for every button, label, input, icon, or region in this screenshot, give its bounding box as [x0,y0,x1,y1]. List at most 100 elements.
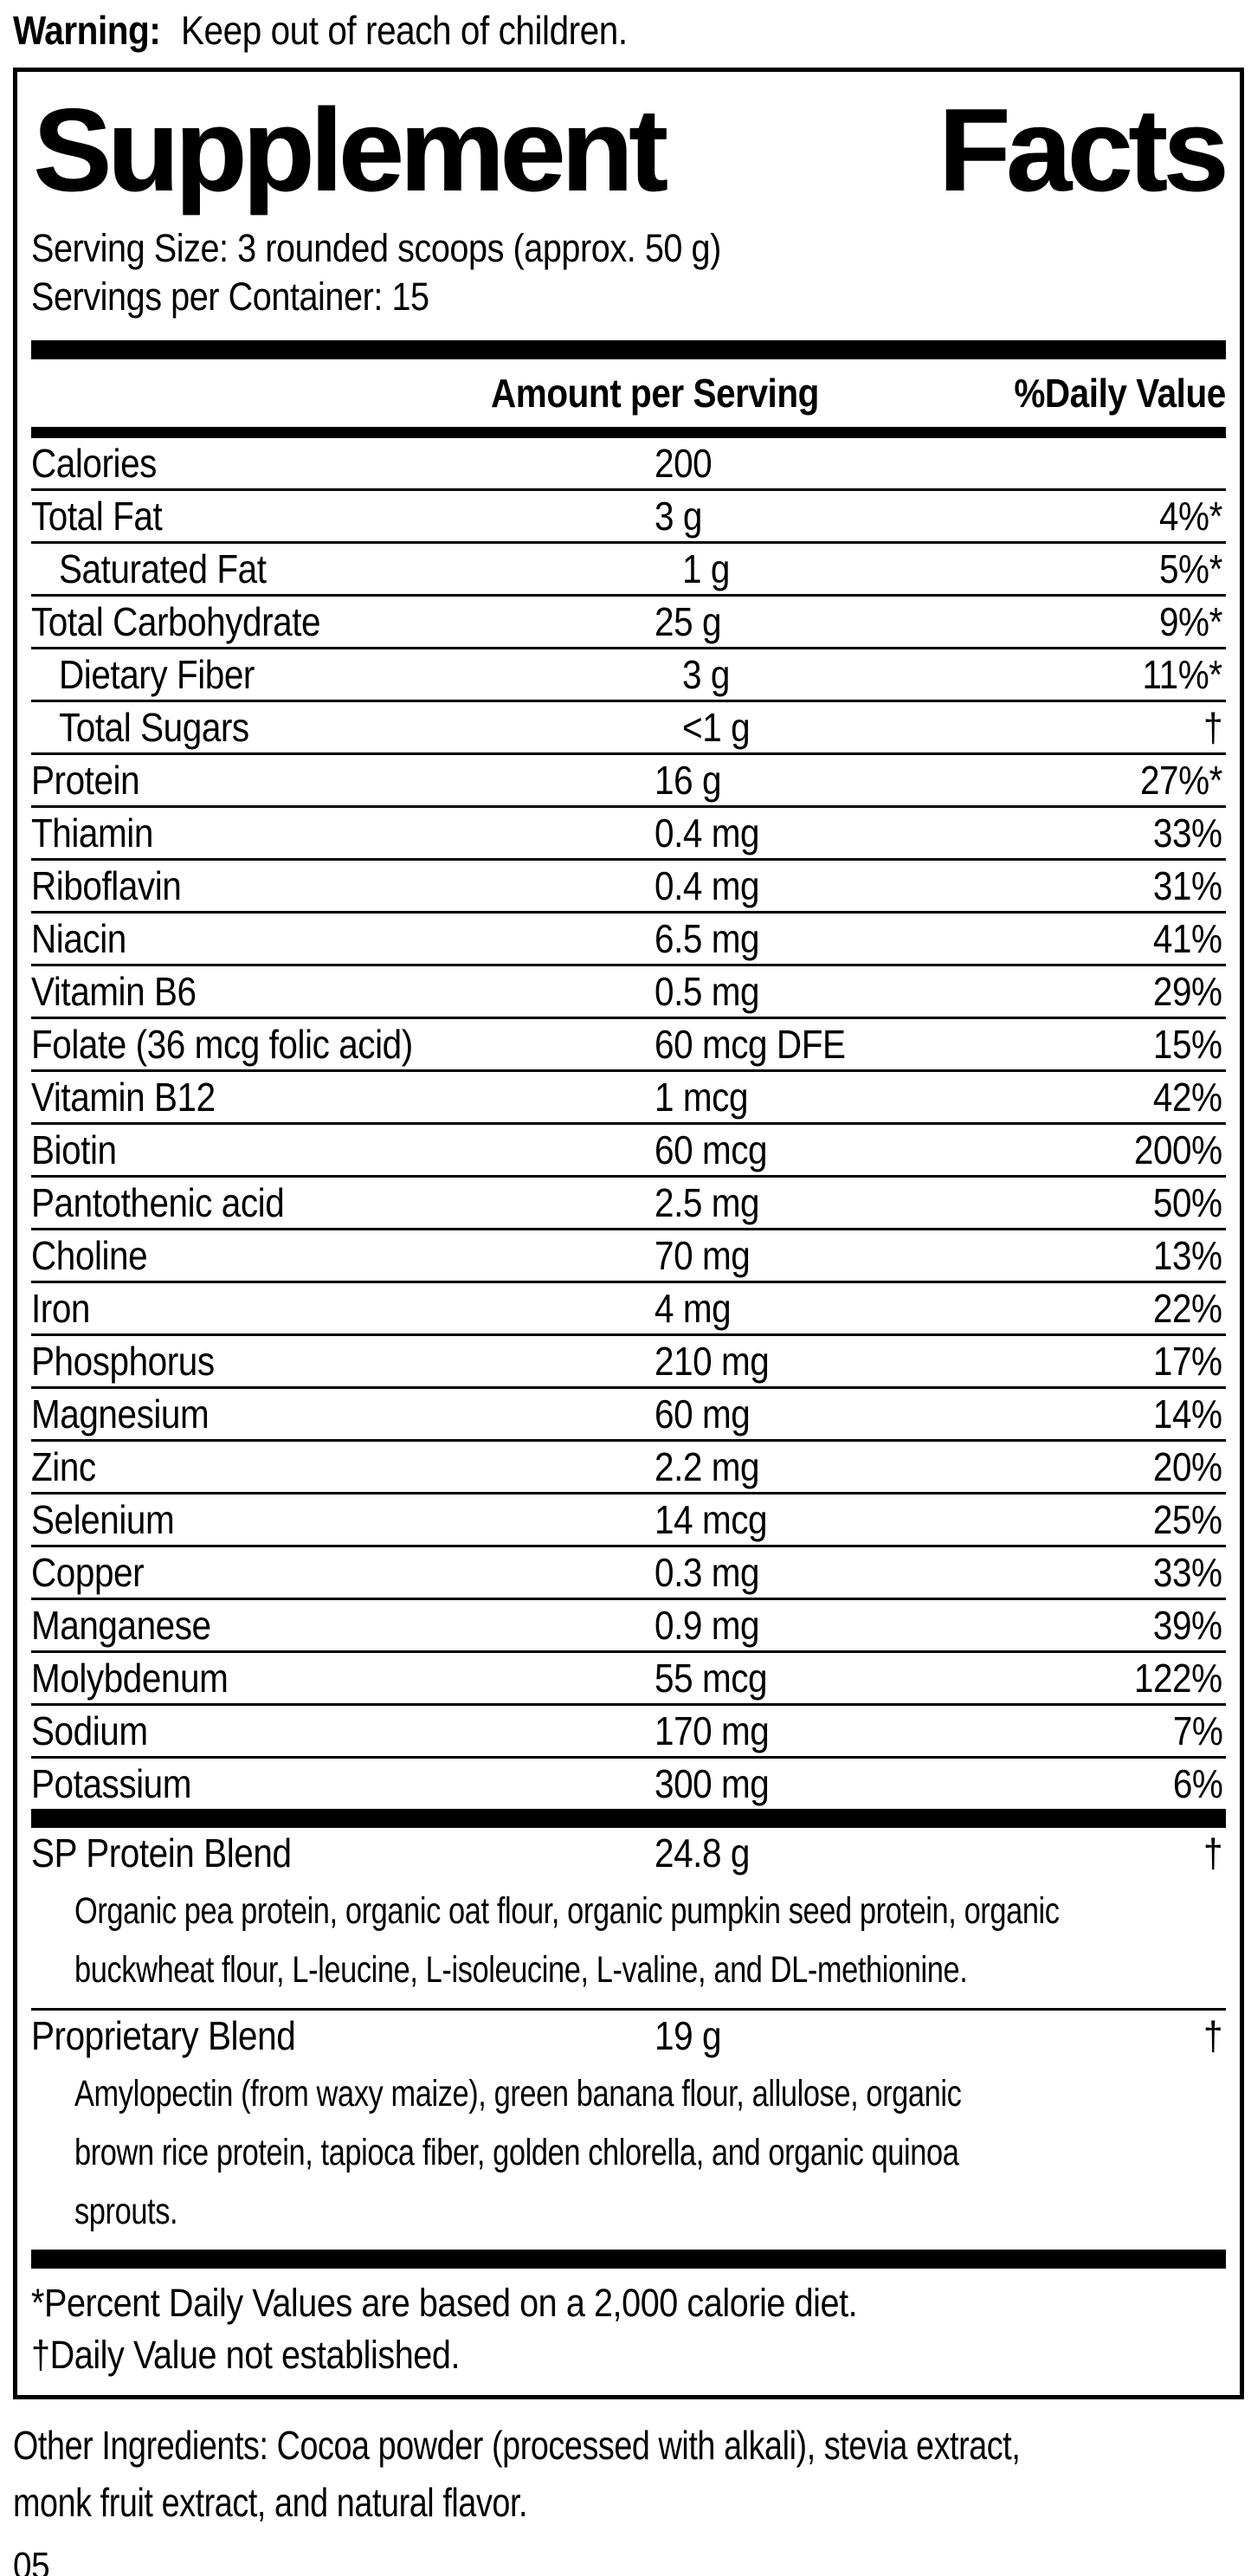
nutrient-amount: 14 mcg [655,1497,768,1542]
nutrient-amount: 0.4 mg [655,810,760,855]
nutrient-amount: 2.5 mg [655,1180,760,1225]
nutrient-dv: 41% [1153,916,1222,961]
nutrient-name: Calories [31,441,157,486]
table-row: Manganese 0.9 mg 39% [31,1598,1226,1650]
nutrient-dv: 4%* [1159,494,1222,539]
nutrient-name: Dietary Fiber [59,652,255,697]
nutrient-dv: 25% [1153,1497,1222,1542]
nutrient-dv: 5%* [1159,546,1222,591]
nutrient-dv: † [1203,705,1223,750]
table-row: Total Sugars <1 g † [31,700,1226,752]
table-row: Copper 0.3 mg 33% [31,1545,1226,1598]
nutrient-dv: 29% [1153,969,1222,1014]
table-row: Vitamin B12 1 mcg 42% [31,1069,1226,1122]
table-row: Thiamin 0.4 mg 33% [31,805,1226,858]
blend-row: SP Protein Blend 24.8 g † [31,1828,1226,1878]
nutrient-dv: 122% [1134,1656,1222,1701]
warning-line: Warning: Keep out of reach of children. [13,5,1244,55]
footnote-dagger: †Daily Value not established. [31,2333,461,2377]
nutrient-amount: 6.5 mg [655,916,760,961]
nutrient-name: Pantothenic acid [31,1180,285,1225]
table-row: Phosphorus 210 mg 17% [31,1333,1226,1386]
nutrient-dv: 33% [1153,810,1222,855]
nutrient-amount: 0.4 mg [655,863,760,908]
nutrient-name: Manganese [31,1603,211,1648]
nutrient-amount: 70 mg [655,1233,751,1278]
table-row: Protein 16 g 27%* [31,752,1226,805]
table-row: Sodium 170 mg 7% [31,1703,1226,1756]
nutrient-dv: 15% [1153,1022,1222,1067]
section-divider-bar [31,2250,1226,2269]
nutrient-name: Niacin [31,916,126,961]
nutrient-name: Molybdenum [31,1656,229,1701]
panel-title-word-2: Facts [938,84,1228,216]
nutrient-name: Potassium [31,1761,192,1806]
nutrient-name: Saturated Fat [59,546,267,591]
daily-value-column-header: %Daily Value [1014,371,1227,416]
nutrient-amount: 60 mcg DFE [655,1022,846,1067]
nutrient-amount: 1 mcg [655,1075,749,1120]
nutrient-dv: 17% [1153,1339,1222,1384]
table-row: Zinc 2.2 mg 20% [31,1439,1226,1492]
table-row: Saturated Fat 1 g 5%* [31,541,1226,594]
section-divider-bar [31,1809,1226,1828]
table-row: Vitamin B6 0.5 mg 29% [31,964,1226,1017]
blend-name: Proprietary Blend [31,2013,296,2058]
nutrient-amount: 4 mg [655,1286,732,1331]
nutrient-name: Protein [31,758,140,803]
other-ingredients: Other Ingredients: Cocoa powder (process… [13,2423,1021,2525]
table-row: Dietary Fiber 3 g 11%* [31,647,1226,700]
panel-title-word-1: Supplement [33,84,667,216]
warning-label: Warning: [13,8,161,53]
nutrient-name: Folate (36 mcg folic acid) [31,1022,413,1067]
table-row: Potassium 300 mg 6% [31,1756,1226,1809]
table-row: Folate (36 mcg folic acid) 60 mcg DFE 15% [31,1017,1226,1069]
nutrient-amount: 2.2 mg [655,1444,760,1489]
nutrient-amount: 300 mg [655,1761,770,1806]
blend-name: SP Protein Blend [31,1830,292,1876]
nutrient-name: Sodium [31,1708,148,1753]
nutrient-dv: 13% [1153,1233,1222,1278]
column-header-row: Amount per Serving %Daily Value [31,359,1226,427]
amount-column-header: Amount per Serving [491,371,820,416]
nutrient-amount: 0.5 mg [655,969,760,1014]
nutrient-amount: 0.9 mg [655,1603,760,1648]
nutrient-name: Biotin [31,1127,117,1172]
nutrient-name: Phosphorus [31,1339,215,1384]
nutrient-dv: 42% [1153,1075,1222,1120]
table-row: Total Fat 3 g 4%* [31,488,1226,541]
nutrient-name: Selenium [31,1497,175,1542]
blend-row: Proprietary Blend 19 g † [31,2008,1226,2061]
serving-size-line: Serving Size: 3 rounded scoops (approx. … [31,226,721,270]
warning-text: Keep out of reach of children. [180,8,628,53]
table-row: Iron 4 mg 22% [31,1281,1226,1333]
nutrient-amount: 60 mcg [655,1127,768,1172]
nutrient-dv: 22% [1153,1286,1222,1331]
nutrient-name: Thiamin [31,810,153,855]
footnote-daily-values: *Percent Daily Values are based on a 2,0… [31,2281,858,2325]
nutrient-amount: 16 g [655,758,722,803]
nutrient-dv: 11%* [1142,652,1222,697]
nutrient-amount: 3 g [655,494,703,539]
nutrient-name: Magnesium [31,1391,210,1436]
table-row: Niacin 6.5 mg 41% [31,911,1226,964]
blend-dv: † [1203,2013,1223,2058]
nutrient-name: Vitamin B6 [31,969,197,1014]
nutrient-amount: 55 mcg [655,1656,768,1701]
nutrient-amount: 0.3 mg [655,1550,760,1595]
table-row: Biotin 60 mcg 200% [31,1122,1226,1175]
nutrient-amount: 1 g [682,546,731,591]
nutrient-dv: 200% [1134,1127,1222,1172]
table-row: Total Carbohydrate 25 g 9%* [31,594,1226,647]
table-row: Molybdenum 55 mcg 122% [31,1650,1226,1703]
nutrient-name: Iron [31,1286,90,1331]
nutrient-dv: 9%* [1159,599,1222,644]
blend-dv: † [1203,1830,1223,1876]
table-row: Selenium 14 mcg 25% [31,1492,1226,1545]
table-row: Pantothenic acid 2.5 mg 50% [31,1175,1226,1228]
servings-per-container-line: Servings per Container: 15 [31,274,429,319]
nutrient-amount: 25 g [655,599,722,644]
table-row: Choline 70 mg 13% [31,1228,1226,1281]
nutrient-table: Calories 200 Total Fat 3 g 4%* Saturated Fa… [31,438,1226,1809]
